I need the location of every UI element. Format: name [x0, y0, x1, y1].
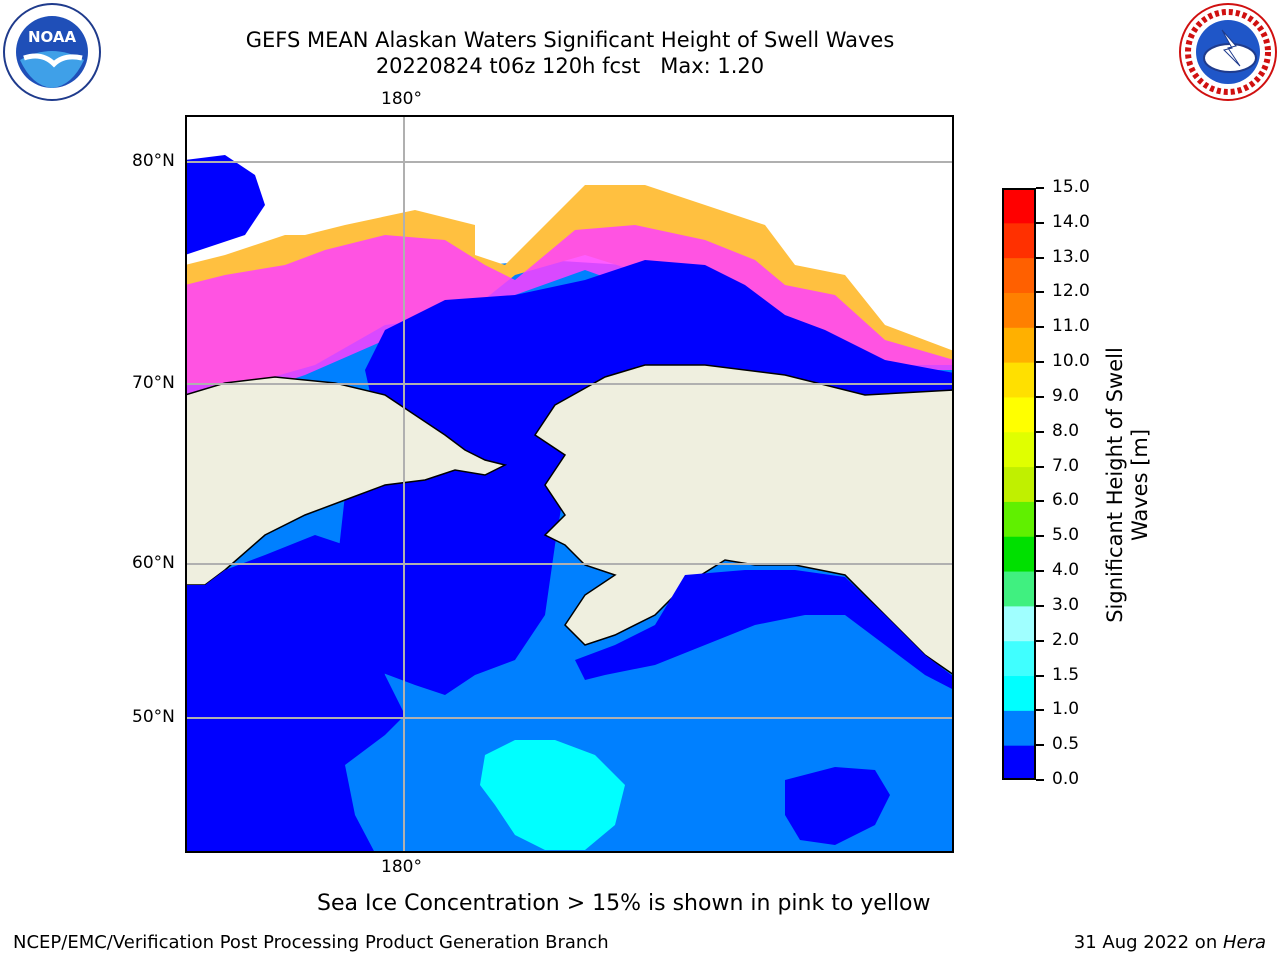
colorbar-segment [1002, 257, 1036, 293]
colorbar-segment [1002, 710, 1036, 746]
colorbar-tick-label: 1.5 [1052, 664, 1080, 685]
colorbar-tick-mark [1036, 639, 1044, 642]
footer-left: NCEP/EMC/Verification Post Processing Pr… [13, 932, 609, 953]
colorbar-tick-mark [1036, 535, 1044, 538]
colorbar-title-line-1: Significant Height of Swell [1103, 347, 1127, 623]
colorbar-tick-mark [1036, 326, 1044, 329]
sea-ice-band-pink [185, 225, 954, 395]
colorbar-segment [1002, 327, 1036, 363]
footer-host: Hera [1222, 932, 1266, 953]
colorbar-segment [1002, 675, 1036, 711]
meridian-label-bottom: 180° [381, 857, 422, 877]
noaa-logo-text: NOAA [28, 28, 77, 46]
colorbar-segment [1002, 396, 1036, 433]
colorbar-segment [1002, 745, 1036, 780]
colorbar-tick-label: 12.0 [1052, 281, 1090, 302]
colorbar-tick-label: 2.0 [1052, 629, 1080, 650]
ocean-low-west-pacific [185, 535, 405, 853]
graticule [185, 115, 954, 853]
colorbar-tick-mark [1036, 604, 1044, 607]
ocean-low-arctic [185, 155, 265, 255]
map-frame [185, 115, 954, 853]
colorbar-tick-label: 13.0 [1052, 246, 1090, 267]
colorbar-tick-mark [1036, 465, 1044, 468]
colorbar-segment [1002, 292, 1036, 328]
colorbar-segment [1002, 431, 1036, 468]
land-russia [185, 376, 508, 586]
colorbar-tick-label: 11.0 [1052, 316, 1090, 337]
colorbar-title-line-2: Waves [m] [1128, 428, 1152, 542]
colorbar-segment [1002, 188, 1036, 224]
sea-ice-caption: Sea Ice Concentration > 15% is shown in … [317, 891, 931, 916]
colorbar-tick-mark [1036, 570, 1044, 573]
nws-logo [1179, 3, 1277, 101]
lat-label-80: 80°N [132, 151, 175, 171]
colorbar-tick-label: 8.0 [1052, 420, 1080, 441]
colorbar-segment [1002, 222, 1036, 259]
colorbar-tick-label: 14.0 [1052, 211, 1090, 232]
colorbar-tick-mark [1036, 221, 1044, 224]
lat-label-60: 60°N [132, 553, 175, 573]
colorbar-tick-mark [1036, 430, 1044, 433]
title-line-1: GEFS MEAN Alaskan Waters Significant Hei… [245, 28, 895, 52]
footer-date: 31 Aug 2022 on [1073, 932, 1223, 953]
colorbar-tick-mark [1036, 395, 1044, 398]
lat-label-70: 70°N [132, 373, 175, 393]
colorbar-tick-mark [1036, 256, 1044, 259]
colorbar-tick-mark [1036, 779, 1044, 781]
colorbar-tick-mark [1036, 674, 1044, 677]
colorbar-tick-label: 7.0 [1052, 455, 1080, 476]
colorbar-tick-mark [1036, 187, 1044, 189]
colorbar [1002, 188, 1036, 780]
colorbar-tick-label: 4.0 [1052, 560, 1080, 581]
colorbar-segment [1002, 640, 1036, 677]
title-line-2: 20220824 t06z 120h fcst Max: 1.20 [375, 54, 765, 78]
colorbar-tick-label: 0.0 [1052, 769, 1080, 789]
ocean-cyan-patch [480, 740, 625, 850]
colorbar-segment [1002, 466, 1036, 502]
colorbar-segment [1002, 362, 1036, 398]
colorbar-tick-label: 0.5 [1052, 734, 1080, 755]
colorbar-frame [1002, 188, 1036, 780]
map-panel [185, 115, 954, 853]
meridian-label-top: 180° [381, 89, 422, 109]
colorbar-segment [1002, 536, 1036, 572]
footer-right: 31 Aug 2022 on Hera [1074, 932, 1266, 953]
noaa-logo: NOAA [3, 3, 101, 101]
colorbar-title: Significant Height of Swell Waves [m] [1103, 347, 1153, 623]
sea-ice-band-yellow [185, 185, 954, 385]
colorbar-tick-label: 1.0 [1052, 699, 1080, 720]
colorbar-tick-label: 3.0 [1052, 594, 1080, 615]
chart-title: GEFS MEAN Alaskan Waters Significant Hei… [140, 27, 1000, 79]
colorbar-segment [1002, 571, 1036, 607]
colorbar-segment [1002, 605, 1036, 642]
ocean-low-east-eddy [785, 767, 890, 845]
lat-label-50: 50°N [132, 707, 175, 727]
colorbar-tick-mark [1036, 361, 1044, 364]
ocean-low-chukchi [335, 260, 954, 695]
colorbar-tick-label: 10.0 [1052, 351, 1090, 372]
colorbar-tick-mark [1036, 744, 1044, 747]
colorbar-tick-mark [1036, 291, 1044, 294]
colorbar-tick-label: 15.0 [1052, 177, 1090, 197]
ocean-low-gulf [575, 570, 954, 690]
colorbar-tick-label: 9.0 [1052, 385, 1080, 406]
colorbar-segment [1002, 501, 1036, 537]
colorbar-tick-label: 6.0 [1052, 490, 1080, 511]
colorbar-tick-mark [1036, 500, 1044, 503]
colorbar-tick-mark [1036, 709, 1044, 712]
colorbar-tick-label: 5.0 [1052, 525, 1080, 546]
